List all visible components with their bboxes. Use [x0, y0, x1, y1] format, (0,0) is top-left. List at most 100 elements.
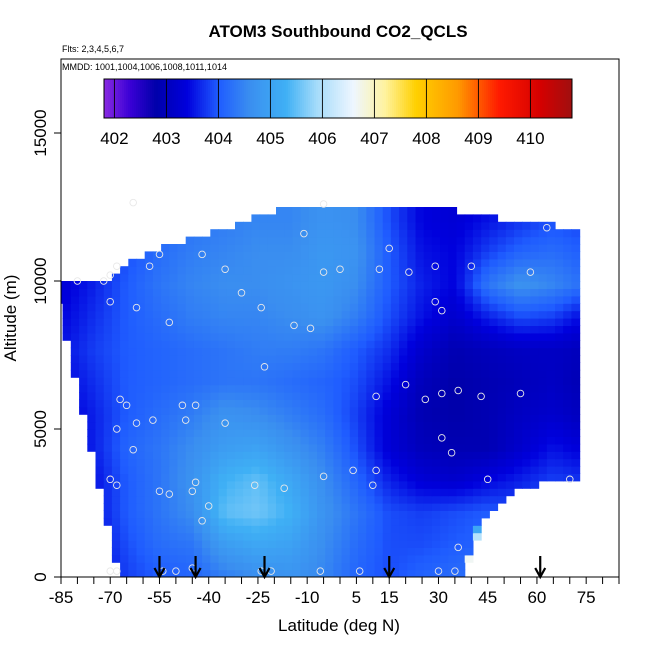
heatmap-cell — [555, 392, 564, 400]
heatmap-cell — [177, 458, 187, 467]
heatmap-cell — [325, 295, 334, 304]
heatmap-cell — [505, 414, 515, 423]
heatmap-cell — [390, 532, 400, 541]
heatmap-cell — [136, 362, 146, 371]
heatmap-cell — [555, 229, 564, 238]
heatmap-cell — [505, 288, 515, 297]
heatmap-cell — [251, 406, 261, 415]
heatmap-cell — [407, 236, 417, 245]
heatmap-cell — [366, 495, 376, 504]
heatmap-cell — [210, 443, 220, 452]
heatmap-cell — [382, 480, 392, 489]
heatmap-cell — [358, 480, 367, 489]
heatmap-cell — [226, 399, 236, 408]
heatmap-cell — [415, 510, 425, 519]
heatmap-cell — [497, 466, 507, 474]
heatmap-cell — [497, 414, 507, 423]
heatmap-cell — [366, 547, 376, 556]
heatmap-cell — [185, 273, 195, 282]
heatmap-cell — [423, 399, 433, 408]
heatmap-cell — [415, 332, 425, 341]
heatmap-cell — [276, 244, 285, 252]
heatmap-cell — [177, 510, 187, 519]
heatmap-cell — [571, 458, 581, 467]
heatmap-cell — [349, 466, 359, 474]
heatmap-cell — [464, 443, 474, 452]
heatmap-cell — [210, 495, 220, 504]
heatmap-cell — [514, 229, 523, 238]
heatmap-cell — [218, 495, 228, 504]
chart-title: ATOM3 Southbound CO2_QCLS — [208, 22, 467, 41]
heatmap-cell — [62, 303, 72, 312]
sample-point — [257, 303, 265, 312]
heatmap-cell — [333, 436, 343, 445]
heatmap-cell — [407, 554, 417, 563]
heatmap-cell — [226, 495, 236, 504]
heatmap-cell — [464, 325, 474, 334]
heatmap-cell — [571, 340, 581, 349]
heatmap-cell — [284, 303, 293, 312]
heatmap-cell — [193, 510, 203, 519]
heatmap-cell — [251, 332, 261, 341]
heatmap-cell — [284, 532, 293, 541]
heatmap-cell — [308, 443, 318, 452]
heatmap-cell — [317, 288, 326, 297]
heatmap-cell — [144, 540, 154, 548]
heatmap-cell — [276, 347, 285, 356]
heatmap-cell — [103, 281, 113, 289]
heatmap-cell — [423, 318, 433, 326]
heatmap-cell — [464, 532, 474, 541]
heatmap-cell — [440, 214, 449, 223]
heatmap-cell — [325, 273, 334, 282]
heatmap-cell — [267, 466, 277, 474]
heatmap-cell — [325, 214, 334, 223]
colorbar-swatch — [256, 79, 259, 118]
heatmap-cell — [62, 295, 72, 304]
heatmap-cell — [505, 355, 515, 363]
colorbar-swatch — [370, 79, 373, 118]
heatmap-cell — [300, 562, 310, 571]
heatmap-cell — [276, 332, 285, 341]
heatmap-cell — [300, 406, 310, 415]
colorbar-swatch — [236, 79, 239, 118]
heatmap-cell — [382, 229, 392, 238]
heatmap-cell — [136, 318, 146, 326]
heatmap-cell — [423, 443, 433, 452]
heatmap-cell — [546, 399, 556, 408]
heatmap-cell — [481, 495, 490, 504]
heatmap-cell — [333, 406, 343, 415]
heatmap-cell — [464, 525, 474, 534]
heatmap-cell — [267, 281, 277, 289]
heatmap-cell — [235, 554, 244, 563]
heatmap-cell — [399, 480, 408, 489]
heatmap-cell — [440, 429, 449, 437]
heatmap-cell — [358, 517, 367, 526]
heatmap-cell — [366, 473, 376, 482]
heatmap-cell — [103, 347, 113, 356]
heatmap-cell — [489, 451, 499, 460]
heatmap-cell — [407, 310, 417, 319]
heatmap-cell — [325, 569, 334, 577]
heatmap-cell — [530, 258, 540, 267]
heatmap-cell — [251, 436, 261, 445]
heatmap-cell — [530, 340, 540, 349]
heatmap-cell — [276, 392, 285, 400]
heatmap-cell — [366, 384, 376, 393]
colorbar-swatch — [392, 79, 395, 118]
heatmap-cell — [349, 510, 359, 519]
heatmap-cell — [120, 510, 129, 519]
heatmap-cell — [415, 229, 425, 238]
heatmap-cell — [399, 347, 408, 356]
heatmap-cell — [308, 288, 318, 297]
heatmap-cell — [333, 466, 343, 474]
heatmap-cell — [185, 399, 195, 408]
heatmap-cell — [111, 362, 121, 371]
heatmap-cell — [423, 251, 433, 260]
heatmap-cell — [481, 488, 490, 497]
heatmap-cell — [366, 436, 376, 445]
heatmap-cell — [505, 443, 515, 452]
heatmap-cell — [79, 392, 88, 400]
heatmap-cell — [161, 510, 170, 519]
heatmap-cell — [325, 495, 334, 504]
heatmap-cell — [177, 532, 187, 541]
